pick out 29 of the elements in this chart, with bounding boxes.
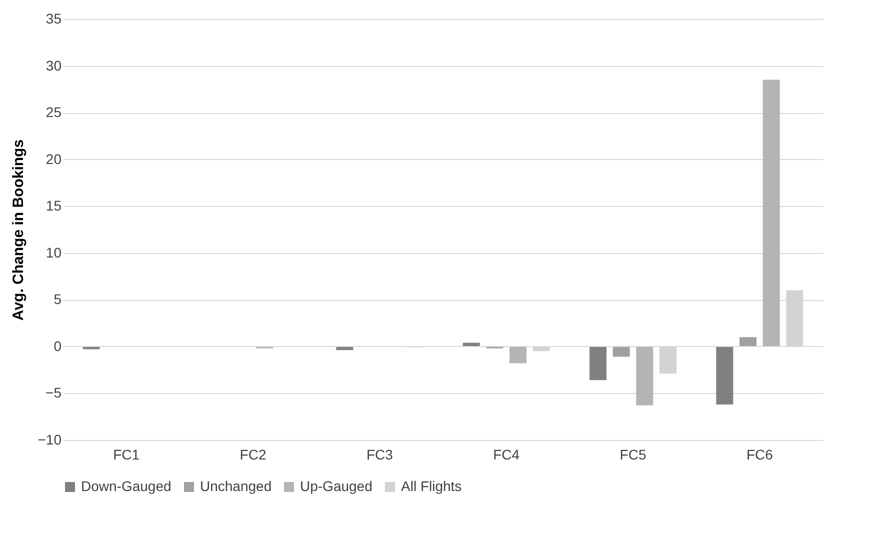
y-tick-label: −5 [46, 384, 62, 401]
y-tick-label: 30 [46, 57, 62, 74]
y-tick-label: 35 [46, 10, 62, 26]
y-tick-label: 0 [54, 338, 62, 354]
bar [716, 346, 734, 404]
x-tick-label: FC2 [240, 446, 266, 462]
legend-label: All Flights [401, 478, 462, 494]
bar [462, 342, 480, 346]
bar [590, 346, 606, 380]
x-tick-label: FC4 [493, 446, 520, 462]
bar [612, 346, 630, 357]
y-axis-title: Avg. Change in Bookings [10, 139, 27, 321]
x-tick-label: FC1 [113, 446, 140, 462]
x-tick-label: FC6 [746, 446, 774, 462]
bar [762, 80, 780, 346]
y-tick-label: −10 [38, 432, 62, 448]
bar [740, 337, 756, 346]
x-tick-label: FC5 [620, 446, 646, 462]
bar [510, 346, 526, 364]
y-tick-label: 25 [46, 104, 62, 120]
legend-label: Unchanged [200, 478, 272, 494]
y-tick-label: 10 [46, 244, 62, 260]
y-tick-label: 20 [46, 150, 62, 167]
x-tick-label: FC3 [366, 446, 394, 462]
legend-label: Down-Gauged [81, 478, 172, 494]
y-tick-label: 5 [54, 291, 62, 308]
y-tick-label: 15 [46, 198, 62, 214]
legend-label: Up-Gauged [300, 478, 372, 494]
bar [636, 346, 654, 406]
